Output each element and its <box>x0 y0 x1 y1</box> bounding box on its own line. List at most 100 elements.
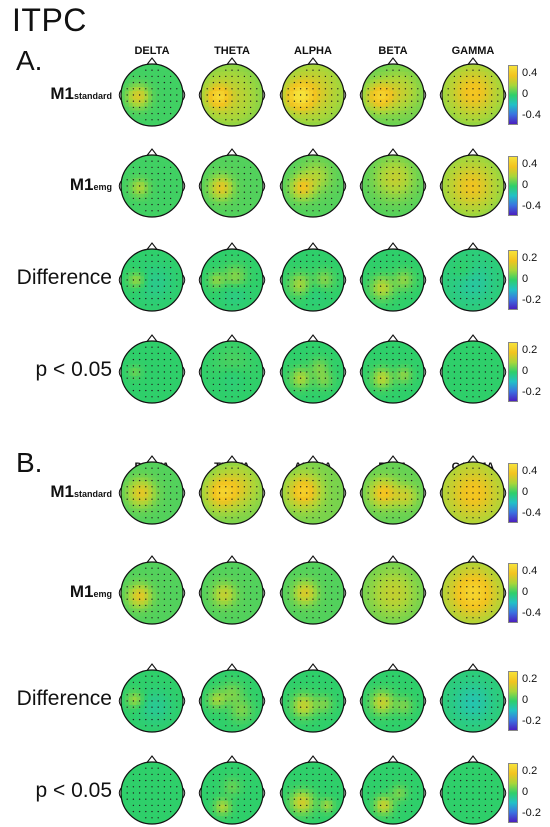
topoplot <box>197 663 267 735</box>
row-label-sub: emg <box>93 589 112 599</box>
colorbar-tick: 0.4 <box>522 158 537 170</box>
row-label-main: M1 <box>50 482 74 501</box>
colorbar-tick: -0.2 <box>522 715 541 727</box>
topoplot <box>117 755 187 827</box>
row-label-main: M1 <box>50 84 74 103</box>
colorbar-tick: -0.2 <box>522 294 541 306</box>
topoplot <box>358 755 428 827</box>
colorbar-tick: -0.4 <box>522 607 541 619</box>
colorbar-tick: 0 <box>522 586 528 598</box>
topoplot <box>117 455 187 527</box>
topoplot <box>358 455 428 527</box>
topoplot <box>438 555 508 627</box>
colorbar-tick: 0 <box>522 88 528 100</box>
row-label-sub: emg <box>93 182 112 192</box>
topoplot <box>117 148 187 220</box>
topoplot <box>438 755 508 827</box>
colorbar <box>508 65 518 125</box>
topoplot <box>278 455 348 527</box>
topoplot <box>197 755 267 827</box>
colorbar-tick: 0.2 <box>522 252 537 264</box>
topoplot <box>438 455 508 527</box>
topoplot <box>117 242 187 314</box>
band-header-theta: THETA <box>192 45 272 57</box>
topoplot <box>438 242 508 314</box>
topoplot <box>117 57 187 129</box>
topoplot <box>278 555 348 627</box>
topoplot <box>278 148 348 220</box>
colorbar <box>508 463 518 523</box>
row-label: M1standard <box>50 482 112 502</box>
colorbar <box>508 250 518 310</box>
colorbar-tick: 0 <box>522 365 528 377</box>
topoplot <box>438 148 508 220</box>
row-label-main: M1 <box>70 175 94 194</box>
band-header-alpha: ALPHA <box>273 45 353 57</box>
colorbar-tick: 0 <box>522 179 528 191</box>
topoplot <box>117 663 187 735</box>
row-label: Difference <box>17 687 112 711</box>
topoplot <box>197 57 267 129</box>
row-label: Difference <box>17 266 112 290</box>
topoplot <box>438 663 508 735</box>
row-label-sub: standard <box>74 91 112 101</box>
colorbar-tick: 0.2 <box>522 765 537 777</box>
row-label-main: p < 0.05 <box>36 358 112 381</box>
panel-letter: B. <box>16 447 42 479</box>
row-label-main: Difference <box>17 266 112 289</box>
topoplot <box>278 755 348 827</box>
colorbar <box>508 342 518 402</box>
topoplot <box>358 663 428 735</box>
band-header-delta: DELTA <box>112 45 192 57</box>
band-header-beta: BETA <box>353 45 433 57</box>
topoplot <box>278 242 348 314</box>
colorbar-tick: 0 <box>522 273 528 285</box>
colorbar-tick: -0.4 <box>522 200 541 212</box>
topoplot <box>197 334 267 406</box>
colorbar-tick: 0 <box>522 786 528 798</box>
topoplot <box>197 555 267 627</box>
colorbar <box>508 671 518 731</box>
topoplot <box>197 148 267 220</box>
panel-letter: A. <box>16 45 42 77</box>
figure-title: ITPC <box>12 2 87 39</box>
colorbar <box>508 156 518 216</box>
colorbar-tick: 0.2 <box>522 673 537 685</box>
topoplot <box>438 334 508 406</box>
topoplot <box>278 663 348 735</box>
colorbar-tick: 0 <box>522 486 528 498</box>
topoplot <box>197 455 267 527</box>
topoplot <box>358 57 428 129</box>
topoplot <box>358 242 428 314</box>
band-header-gamma: GAMMA <box>433 45 513 57</box>
colorbar-tick: 0.4 <box>522 565 537 577</box>
topoplot <box>358 555 428 627</box>
row-label-sub: standard <box>74 489 112 499</box>
topoplot <box>358 148 428 220</box>
colorbar-tick: -0.2 <box>522 807 541 819</box>
topoplot <box>278 57 348 129</box>
colorbar <box>508 563 518 623</box>
topoplot <box>197 242 267 314</box>
row-label-main: p < 0.05 <box>36 779 112 802</box>
colorbar-tick: 0.4 <box>522 465 537 477</box>
colorbar-tick: 0.4 <box>522 67 537 79</box>
topoplot <box>438 57 508 129</box>
row-label-main: Difference <box>17 687 112 710</box>
row-label-main: M1 <box>70 582 94 601</box>
colorbar-tick: 0 <box>522 694 528 706</box>
topoplot <box>278 334 348 406</box>
topoplot <box>117 334 187 406</box>
row-label: p < 0.05 <box>36 779 112 803</box>
topoplot <box>358 334 428 406</box>
topoplot <box>117 555 187 627</box>
row-label: M1emg <box>70 582 112 602</box>
colorbar-tick: 0.2 <box>522 344 537 356</box>
row-label: M1standard <box>50 84 112 104</box>
colorbar-tick: -0.2 <box>522 386 541 398</box>
colorbar-tick: -0.4 <box>522 109 541 121</box>
row-label: p < 0.05 <box>36 358 112 382</box>
colorbar-tick: -0.4 <box>522 507 541 519</box>
colorbar <box>508 763 518 823</box>
